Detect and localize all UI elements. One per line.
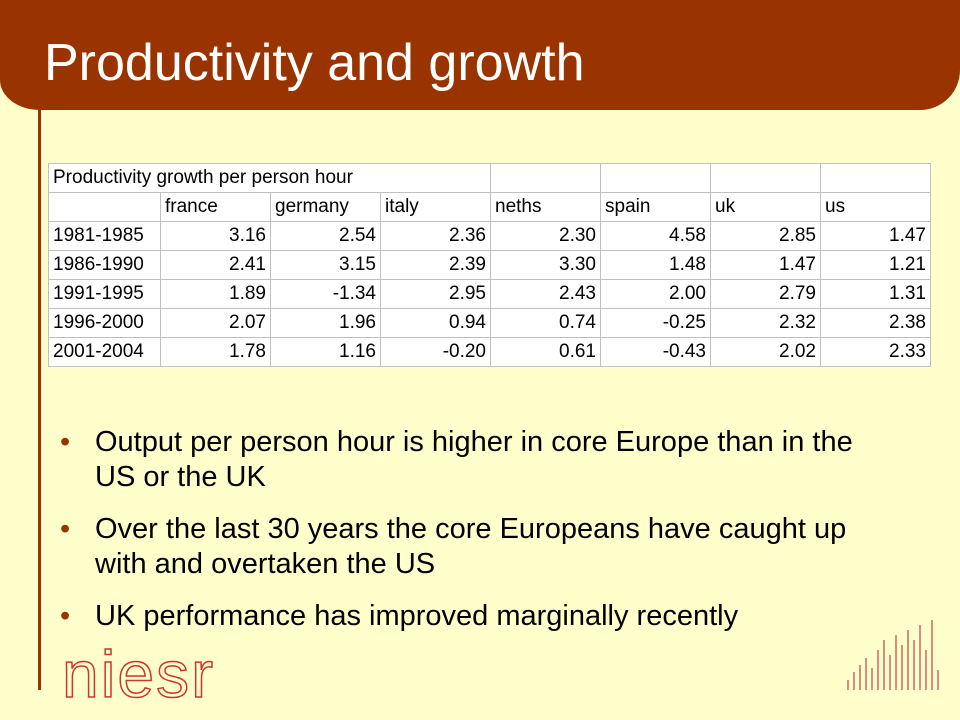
value-cell: 2.36 [380, 221, 491, 251]
value-cell: 1.31 [820, 279, 931, 309]
logo: niesr [61, 636, 216, 712]
caption-row: Productivity growth per person hour [48, 163, 931, 193]
period-cell: 1991-1995 [48, 279, 161, 309]
bullet-list: Output per person hour is higher in core… [60, 425, 900, 651]
value-cell: 0.74 [490, 308, 601, 338]
empty-cell [820, 163, 931, 193]
value-cell: 1.96 [270, 308, 381, 338]
value-cell: 1.47 [710, 250, 821, 280]
value-cell: 3.16 [160, 221, 271, 251]
value-cell: 2.54 [270, 221, 381, 251]
column-header: france [160, 192, 271, 222]
value-cell: 2.30 [490, 221, 601, 251]
column-header: italy [380, 192, 491, 222]
value-cell: -0.25 [600, 308, 711, 338]
bullet: Output per person hour is higher in core… [60, 425, 900, 495]
data-row: 2001-2004 1.78 1.16 -0.20 0.61 -0.43 2.02 2.33 [48, 337, 931, 367]
period-cell: 1996-2000 [48, 308, 161, 338]
empty-cell [600, 163, 711, 193]
value-cell: 2.43 [490, 279, 601, 309]
value-cell: 2.95 [380, 279, 491, 309]
period-cell: 2001-2004 [48, 337, 161, 367]
value-cell: 1.47 [820, 221, 931, 251]
logo-graphic [847, 620, 939, 690]
data-row: 1986-1990 2.41 3.15 2.39 3.30 1.48 1.47 1.21 [48, 250, 931, 280]
value-cell: 2.02 [710, 337, 821, 367]
empty-cell [490, 163, 601, 193]
data-row: 1991-1995 1.89 -1.34 2.95 2.43 2.00 2.79 1.31 [48, 279, 931, 309]
value-cell: 2.41 [160, 250, 271, 280]
data-table: Productivity growth per person hour franc… [48, 163, 931, 367]
value-cell: -1.34 [270, 279, 381, 309]
value-cell: 1.16 [270, 337, 381, 367]
data-row: 1996-2000 2.07 1.96 0.94 0.74 -0.25 2.32 2.38 [48, 308, 931, 338]
empty-cell [710, 163, 821, 193]
bullet: UK performance has improved marginally r… [60, 599, 900, 634]
slide-title: Productivity and growth [44, 34, 585, 92]
value-cell: 2.07 [160, 308, 271, 338]
value-cell: 1.48 [600, 250, 711, 280]
value-cell: 3.30 [490, 250, 601, 280]
column-header: us [820, 192, 931, 222]
value-cell: 2.39 [380, 250, 491, 280]
value-cell: 1.78 [160, 337, 271, 367]
value-cell: 2.33 [820, 337, 931, 367]
value-cell: 2.32 [710, 308, 821, 338]
empty-cell [48, 192, 161, 222]
value-cell: 2.38 [820, 308, 931, 338]
value-cell: 2.00 [600, 279, 711, 309]
value-cell: 0.61 [490, 337, 601, 367]
header-row: france germany italy neths spain uk us [48, 192, 931, 222]
table-caption: Productivity growth per person hour [48, 163, 491, 193]
value-cell: -0.43 [600, 337, 711, 367]
column-header: germany [270, 192, 381, 222]
value-cell: 1.21 [820, 250, 931, 280]
value-cell: 4.58 [600, 221, 711, 251]
column-header: uk [710, 192, 821, 222]
value-cell: 2.79 [710, 279, 821, 309]
column-header: neths [490, 192, 601, 222]
header-band [0, 0, 960, 110]
value-cell: -0.20 [380, 337, 491, 367]
period-cell: 1981-1985 [48, 221, 161, 251]
period-cell: 1986-1990 [48, 250, 161, 280]
value-cell: 1.89 [160, 279, 271, 309]
data-row: 1981-1985 3.16 2.54 2.36 2.30 4.58 2.85 1.47 [48, 221, 931, 251]
value-cell: 3.15 [270, 250, 381, 280]
bullet: Over the last 30 years the core European… [60, 512, 900, 582]
value-cell: 2.85 [710, 221, 821, 251]
value-cell: 0.94 [380, 308, 491, 338]
column-header: spain [600, 192, 711, 222]
divider [38, 110, 41, 690]
